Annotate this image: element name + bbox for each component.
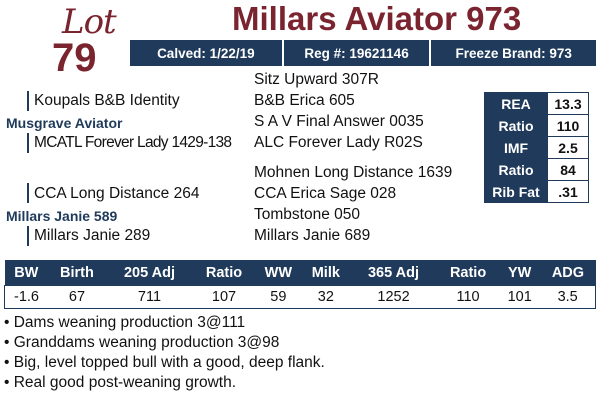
performance-header: ADG [540, 260, 596, 286]
performance-header: WW [254, 260, 302, 286]
note-item: Big, level topped bull with a good, deep… [4, 353, 325, 373]
freeze-brand: Freeze Brand: 973 [455, 45, 572, 61]
pedigree-sire-sire-dam: B&B Erica 605 [254, 92, 355, 109]
pedigree-line [27, 183, 29, 203]
performance-value: 107 [193, 285, 255, 309]
performance-header-row: BW Birth 205 Adj Ratio WW Milk 365 Adj R… [4, 260, 596, 286]
registration-number: Reg #: 19621146 [284, 40, 432, 66]
note-item: Dams weaning production 3@111 [4, 313, 325, 333]
performance-value: 32 [301, 285, 350, 309]
carcass-row: Ratio 110 [484, 114, 589, 137]
pedigree-sire: Musgrave Aviator [6, 115, 123, 131]
performance-value: -1.6 [4, 285, 49, 309]
performance-value: 1252 [349, 285, 438, 309]
carcass-label: REA [484, 92, 548, 115]
lot-number: 79 [52, 36, 97, 80]
lot-label: Lot [62, 2, 117, 42]
carcass-label: Rib Fat [484, 180, 548, 203]
pedigree-sire-dam: MCATL Forever Lady 1429-138 [34, 134, 232, 151]
performance-header: 205 Adj [105, 260, 194, 286]
pedigree-dam-sire: CCA Long Distance 264 [34, 185, 200, 202]
performance-value: 101 [499, 285, 541, 309]
performance-value: 110 [437, 285, 500, 309]
pedigree-dam-sire-dam: CCA Erica Sage 028 [254, 185, 397, 202]
pedigree-dam: Millars Janie 589 [6, 208, 118, 224]
calved-date: Calved: 1/22/19 [130, 40, 284, 66]
pedigree-dam-dam: Millars Janie 289 [34, 227, 151, 244]
carcass-value: 2.5 [547, 136, 589, 159]
note-item: Real good post-weaning growth. [4, 373, 325, 393]
carcass-value: 84 [547, 158, 589, 181]
performance-value: 67 [48, 285, 106, 309]
pedigree-dam-sire-sire: Mohnen Long Distance 1639 [254, 164, 453, 181]
pedigree-line [27, 133, 29, 153]
performance-header: Birth [48, 260, 106, 286]
pedigree-sire-dam-dam: ALC Forever Lady R02S [254, 134, 423, 151]
info-bar: Calved: 1/22/19 Reg #: 19621146 Freeze B… [130, 40, 596, 66]
performance-value: 711 [105, 285, 194, 309]
notes-list: Dams weaning production 3@111 Granddams … [4, 313, 325, 393]
performance-header: 365 Adj [349, 260, 438, 286]
note-item: Granddams weaning production 3@98 [4, 333, 325, 353]
pedigree-dam-dam-sire: Tombstone 050 [254, 206, 360, 223]
performance-header: Milk [301, 260, 350, 286]
performance-header: Ratio [437, 260, 500, 286]
carcass-label: Ratio [484, 158, 548, 181]
carcass-row: REA 13.3 [484, 92, 589, 115]
pedigree-sire-sire: Koupals B&B Identity [34, 92, 180, 109]
carcass-row: IMF 2.5 [484, 136, 589, 159]
carcass-label: IMF [484, 136, 548, 159]
pedigree-line [27, 226, 29, 246]
carcass-value: 110 [547, 114, 589, 137]
performance-header: Ratio [193, 260, 255, 286]
pedigree-dam-dam-dam: Millars Janie 689 [254, 227, 371, 244]
performance-value: 59 [254, 285, 302, 309]
carcass-row: Ratio 84 [484, 158, 589, 181]
pedigree-line [27, 91, 29, 111]
performance-header: YW [499, 260, 541, 286]
performance-header: BW [4, 260, 49, 286]
carcass-table: REA 13.3 Ratio 110 IMF 2.5 Ratio 84 Rib … [484, 92, 589, 203]
carcass-value: 13.3 [547, 92, 589, 115]
carcass-row: Rib Fat .31 [484, 180, 589, 203]
performance-value: 3.5 [540, 285, 597, 309]
carcass-label: Ratio [484, 114, 548, 137]
performance-value-row: -1.6 67 711 107 59 32 1252 110 101 3.5 [4, 285, 597, 309]
carcass-value: .31 [547, 180, 589, 203]
performance-table: BW Birth 205 Adj Ratio WW Milk 365 Adj R… [4, 260, 597, 309]
pedigree-sire-dam-sire: S A V Final Answer 0035 [254, 113, 424, 130]
bull-name-title: Millars Aviator 973 [232, 0, 522, 37]
pedigree-sire-sire-sire: Sitz Upward 307R [254, 71, 379, 88]
